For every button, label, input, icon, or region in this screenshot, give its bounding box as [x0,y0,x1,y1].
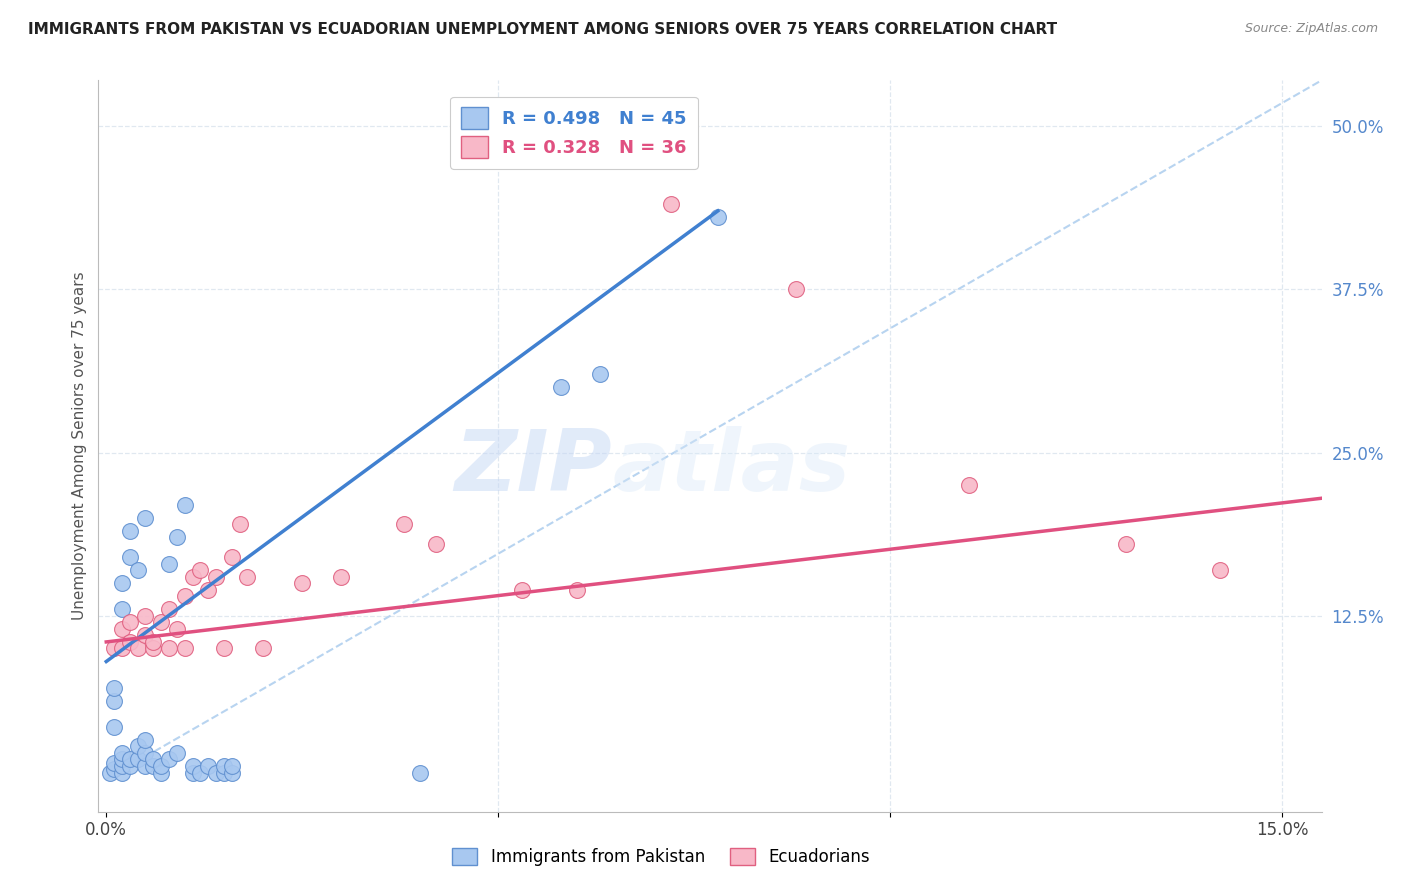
Point [111,752,134,766]
Point [205,569,228,583]
Point [252,641,274,656]
Point [118,759,141,773]
Point [111,641,134,656]
Point [103,641,125,656]
Point [173,641,195,656]
Point [330,569,353,583]
Point [392,517,416,532]
Point [659,197,682,211]
Point [157,641,180,656]
Point [785,282,807,296]
Point [150,765,173,780]
Point [550,380,572,394]
Point [150,615,173,630]
Point [409,765,432,780]
Point [197,759,219,773]
Point [127,752,149,766]
Point [425,537,447,551]
Point [510,582,533,597]
Point [111,765,134,780]
Point [707,211,730,225]
Point [134,628,156,642]
Point [1208,563,1230,577]
Point [221,759,243,773]
Point [957,478,980,492]
Point [291,576,314,591]
Point [111,602,134,616]
Point [134,511,156,525]
Point [236,569,259,583]
Point [142,641,165,656]
Point [111,746,134,760]
Point [565,582,588,597]
Point [228,517,250,532]
Point [166,746,188,760]
Point [188,563,212,577]
Y-axis label: Unemployment Among Seniors over 75 years: Unemployment Among Seniors over 75 years [72,272,87,620]
Point [212,641,235,656]
Point [103,756,125,771]
Point [127,739,149,754]
Point [157,557,180,571]
Point [212,759,235,773]
Text: Source: ZipAtlas.com: Source: ZipAtlas.com [1244,22,1378,36]
Text: ZIP: ZIP [454,426,612,509]
Point [205,765,228,780]
Point [98,765,121,780]
Point [221,549,243,564]
Point [142,759,165,773]
Text: IMMIGRANTS FROM PAKISTAN VS ECUADORIAN UNEMPLOYMENT AMONG SENIORS OVER 75 YEARS : IMMIGRANTS FROM PAKISTAN VS ECUADORIAN U… [28,22,1057,37]
Point [157,602,180,616]
Point [134,732,156,747]
Point [188,765,212,780]
Point [127,563,149,577]
Point [103,694,125,708]
Point [118,524,141,538]
Point [173,498,195,512]
Point [157,752,180,766]
Point [221,765,243,780]
Point [589,367,612,381]
Point [118,635,141,649]
Point [118,549,141,564]
Point [181,759,204,773]
Point [142,635,165,649]
Point [142,752,165,766]
Point [118,752,141,766]
Point [150,759,173,773]
Point [111,622,134,636]
Point [134,759,156,773]
Point [111,576,134,591]
Legend: Immigrants from Pakistan, Ecuadorians: Immigrants from Pakistan, Ecuadorians [446,841,876,873]
Point [103,681,125,695]
Point [166,622,188,636]
Text: atlas: atlas [612,426,851,509]
Point [118,615,141,630]
Point [181,765,204,780]
Point [212,765,235,780]
Point [134,608,156,623]
Point [103,762,125,776]
Point [134,746,156,760]
Point [197,582,219,597]
Point [181,569,204,583]
Point [111,759,134,773]
Point [1115,537,1137,551]
Point [173,589,195,603]
Point [166,530,188,544]
Point [103,720,125,734]
Point [127,641,149,656]
